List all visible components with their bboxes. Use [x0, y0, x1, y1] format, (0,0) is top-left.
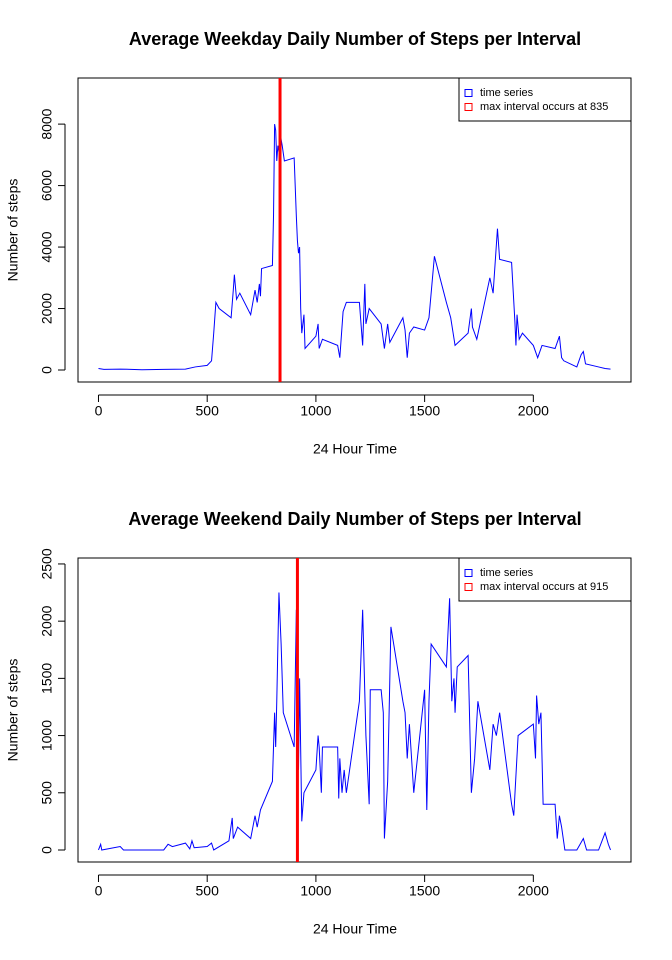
legend-label: time series — [480, 87, 534, 99]
y-tick-label: 2000 — [39, 293, 55, 324]
legend-swatch — [464, 89, 473, 97]
chart-title: Average Weekend Daily Number of Steps pe… — [128, 509, 581, 529]
plot-box — [77, 557, 632, 863]
y-axis-label: Number of steps — [5, 659, 21, 762]
legend-swatch — [464, 103, 473, 111]
x-axis-label: 24 Hour Time — [313, 921, 397, 937]
plot-box — [77, 77, 632, 383]
legend-label: max interval occurs at 915 — [480, 581, 608, 593]
y-tick-label: 4000 — [39, 231, 55, 262]
x-tick-label: 2000 — [518, 403, 549, 419]
data-line — [98, 592, 611, 851]
y-tick-label: 8000 — [39, 108, 55, 139]
chart-title: Average Weekday Daily Number of Steps pe… — [129, 29, 581, 49]
x-tick-label: 0 — [95, 403, 103, 419]
legend-box — [458, 77, 632, 122]
x-tick-label: 1500 — [409, 883, 440, 899]
legend-box — [458, 557, 632, 602]
y-tick-label: 500 — [39, 781, 55, 805]
y-axis-label: Number of steps — [5, 179, 21, 282]
legend-swatch — [464, 569, 473, 577]
x-tick-label: 500 — [196, 403, 220, 419]
x-tick-label: 1000 — [300, 403, 331, 419]
y-tick-label: 0 — [39, 846, 55, 854]
data-line — [98, 124, 611, 371]
y-tick-label: 2500 — [39, 548, 55, 579]
x-tick-label: 500 — [196, 883, 220, 899]
legend-label: max interval occurs at 835 — [480, 101, 608, 113]
x-axis-label: 24 Hour Time — [313, 441, 397, 457]
legend-swatch — [464, 583, 473, 591]
y-tick-label: 0 — [39, 366, 55, 374]
y-tick-label: 2000 — [39, 605, 55, 636]
x-tick-label: 0 — [95, 883, 103, 899]
x-tick-label: 1000 — [300, 883, 331, 899]
x-tick-label: 1500 — [409, 403, 440, 419]
legend-label: time series — [480, 567, 534, 579]
y-tick-label: 1500 — [39, 663, 55, 694]
y-tick-label: 6000 — [39, 170, 55, 201]
x-tick-label: 2000 — [518, 883, 549, 899]
y-tick-label: 1000 — [39, 720, 55, 751]
